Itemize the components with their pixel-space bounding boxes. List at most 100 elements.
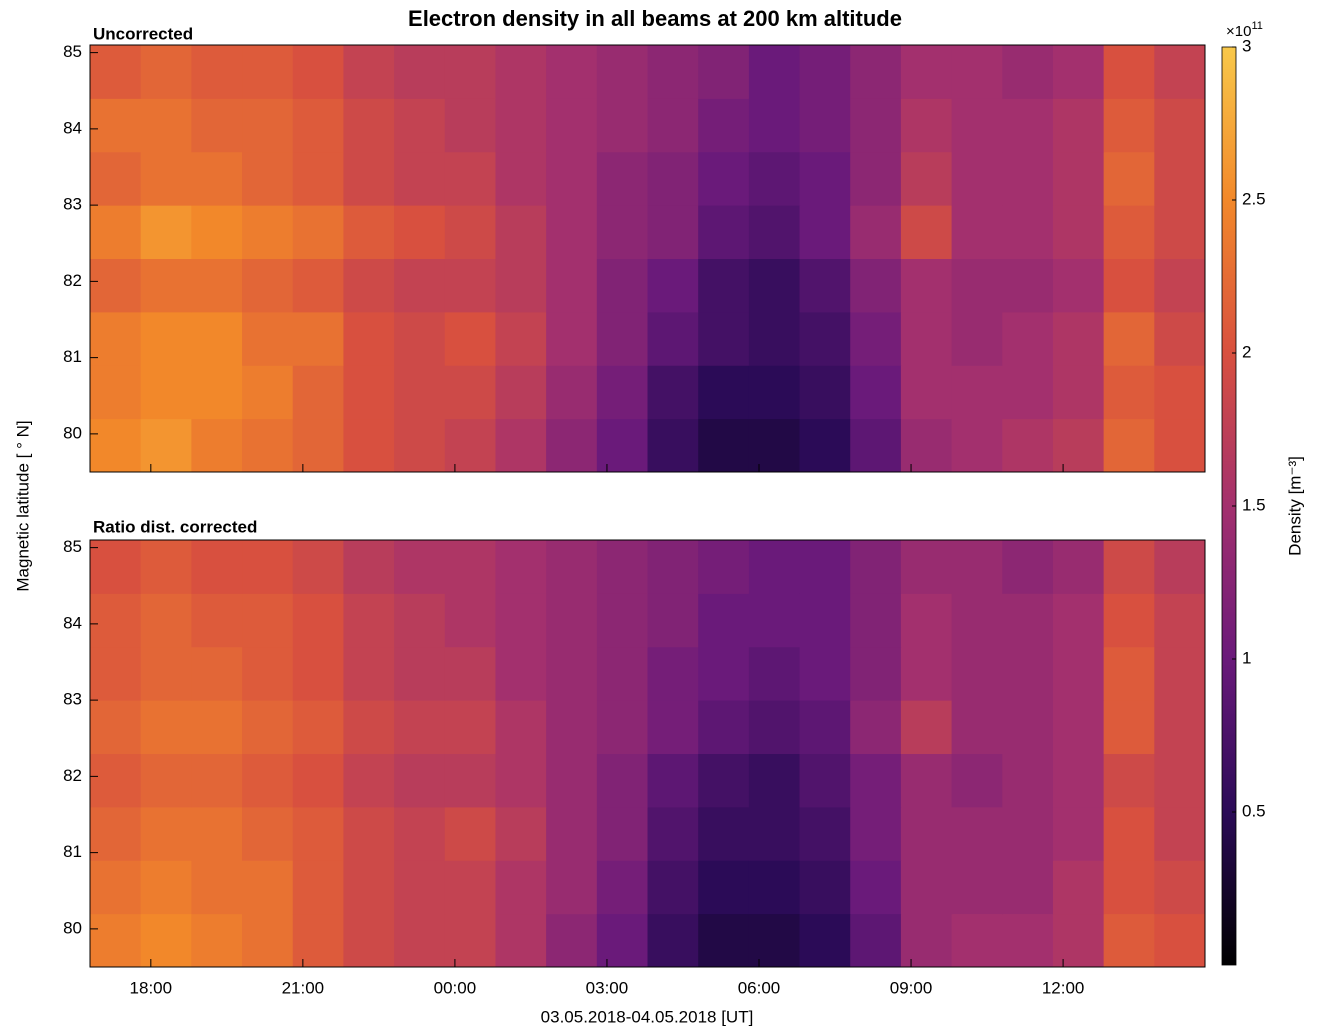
heatmap-cell	[799, 258, 851, 313]
heatmap-cell	[1103, 418, 1155, 473]
heatmap-cell	[495, 540, 547, 594]
heatmap-cell	[546, 593, 598, 648]
heatmap-cell	[596, 753, 648, 808]
heatmap-cell	[292, 700, 344, 754]
heatmap-cell	[596, 205, 648, 259]
heatmap-cell	[1002, 98, 1054, 153]
heatmap-cell	[647, 646, 699, 701]
heatmap-cell	[90, 151, 142, 206]
heatmap-cell	[546, 540, 598, 594]
heatmap-cell	[1154, 646, 1206, 701]
axes-frame	[89, 44, 1206, 473]
heatmap-cell	[90, 205, 142, 259]
heatmap-cell	[748, 98, 801, 153]
heatmap-cell	[242, 311, 294, 366]
heatmap-cell	[242, 753, 294, 808]
heatmap-cell	[951, 45, 1003, 99]
x-tick-label: 03:00	[586, 978, 629, 997]
heatmap-cell	[1002, 205, 1054, 259]
heatmap-cell	[1154, 151, 1206, 206]
heatmap-cell	[444, 646, 496, 701]
heatmap-cell	[698, 311, 750, 366]
heatmap-cell	[343, 418, 395, 473]
heatmap-cell	[242, 365, 294, 420]
heatmap-cell	[1154, 753, 1206, 808]
heatmap-cell	[1052, 860, 1105, 915]
heatmap-cell	[343, 365, 395, 420]
heatmap-cell	[596, 593, 648, 648]
heatmap-cell	[343, 98, 395, 153]
heatmap-cell	[140, 258, 192, 313]
heatmap-cell	[951, 593, 1003, 648]
x-tick-label: 06:00	[738, 978, 781, 997]
x-tick-label: 21:00	[282, 978, 325, 997]
heatmap-cell	[90, 593, 142, 648]
y-tick-label: 81	[63, 347, 82, 366]
heatmap-cell	[242, 45, 294, 99]
heatmap-cell	[799, 593, 851, 648]
heatmap-cell	[191, 860, 243, 915]
heatmap-cell	[596, 700, 648, 754]
heatmap-cell	[546, 205, 598, 259]
heatmap-cell	[242, 258, 294, 313]
heatmap-cell	[850, 151, 902, 206]
heatmap-cell	[1154, 98, 1206, 153]
heatmap-cell	[191, 646, 243, 701]
heatmap-cell	[546, 860, 598, 915]
heatmap-cell	[799, 753, 851, 808]
heatmap-cell	[242, 98, 294, 153]
heatmap-cell	[444, 806, 496, 861]
heatmap-cell	[394, 753, 446, 808]
heatmap-cell	[1052, 205, 1105, 259]
heatmap-cell	[444, 753, 496, 808]
heatmap-cell	[90, 646, 142, 701]
heatmap-cell	[1052, 151, 1105, 206]
heatmap-cell	[900, 540, 953, 594]
heatmap-cell	[1052, 311, 1105, 366]
heatmap-cell	[343, 806, 395, 861]
heatmap-cell	[850, 418, 902, 473]
heatmap-cell	[394, 311, 446, 366]
heatmap-cell	[242, 151, 294, 206]
heatmap-cell	[1002, 700, 1054, 754]
heatmap-cell	[1103, 806, 1155, 861]
heatmap-cell	[1002, 540, 1054, 594]
heatmap-cell	[140, 365, 192, 420]
heatmap-cell	[799, 45, 851, 99]
heatmap-cell	[647, 365, 699, 420]
heatmap-cell	[495, 806, 547, 861]
heatmap-cell	[394, 646, 446, 701]
heatmap-cell	[799, 205, 851, 259]
heatmap-cell	[444, 593, 496, 648]
heatmap-cell	[596, 860, 648, 915]
heatmap-cell	[444, 45, 496, 99]
heatmap-cell	[647, 593, 699, 648]
heatmap-cell	[596, 45, 648, 99]
heatmap-cell	[292, 753, 344, 808]
heatmap-cell	[394, 365, 446, 420]
heatmap-cell	[900, 258, 953, 313]
heatmap-cell	[1103, 540, 1155, 594]
colorbar-tick-label: 3	[1242, 36, 1251, 55]
heatmap-cell	[1103, 311, 1155, 366]
y-tick-label: 82	[63, 766, 82, 785]
heatmap-cell	[951, 365, 1003, 420]
heatmap-cell	[698, 151, 750, 206]
heatmap-cell	[90, 753, 142, 808]
heatmap-cell	[140, 98, 192, 153]
heatmap-cell	[242, 860, 294, 915]
heatmap-cell	[698, 540, 750, 594]
heatmap-cell	[242, 806, 294, 861]
heatmap-cell	[191, 151, 243, 206]
y-tick-label: 80	[63, 918, 82, 937]
heatmap-cell	[1154, 205, 1206, 259]
colorbar-label: Density [m⁻³]	[1285, 456, 1304, 556]
heatmap-cell	[951, 98, 1003, 153]
heatmap-cell	[343, 258, 395, 313]
heatmap-cell	[292, 311, 344, 366]
heatmap-cell	[495, 700, 547, 754]
heatmap-cell	[292, 806, 344, 861]
heatmap-cell	[647, 700, 699, 754]
heatmap-cell	[1154, 700, 1206, 754]
x-tick-label: 00:00	[434, 978, 477, 997]
